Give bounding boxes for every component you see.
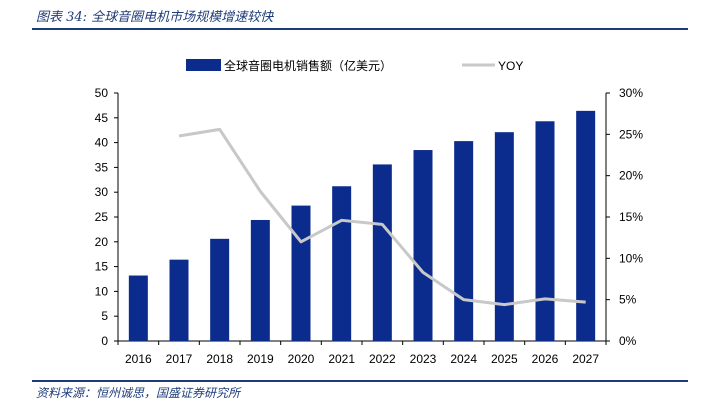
bar [332,186,352,341]
x-axis-tick-label: 2026 [532,352,559,366]
left-axis-tick-label: 20 [95,235,109,249]
left-axis-tick-label: 0 [101,334,108,348]
x-axis-tick-label: 2025 [491,352,518,366]
left-axis-tick-label: 10 [95,284,109,298]
bar [291,205,311,341]
title-rule [32,28,688,30]
legend: 全球音圈电机销售额（亿美元） YOY [186,58,523,73]
x-axis-tick-label: 2018 [206,352,233,366]
legend-bar-label: 全球音圈电机销售额（亿美元） [224,58,392,73]
left-axis-tick-label: 40 [95,136,109,150]
x-axis-tick-label: 2022 [369,352,396,366]
x-axis-tick-label: 2027 [572,352,599,366]
legend-line-label: YOY [498,59,523,73]
x-axis-tick-label: 2016 [125,352,152,366]
plot-area: 051015202530354045500%5%10%15%20%25%30%2… [95,86,644,366]
bar [454,141,474,341]
right-axis-tick-label: 15% [619,210,643,224]
x-axis-tick-label: 2019 [247,352,274,366]
x-axis-tick-label: 2024 [450,352,477,366]
left-axis-tick-label: 50 [95,86,109,100]
source-note: 资料来源：恒州诚思，国盛证券研究所 [36,386,241,400]
right-axis-tick-label: 25% [619,127,643,141]
right-axis-tick-label: 5% [619,293,637,307]
x-axis-tick-label: 2021 [328,352,355,366]
left-axis-tick-label: 15 [95,260,109,274]
bar [413,150,433,341]
left-axis-tick-label: 35 [95,160,109,174]
bar [494,132,514,341]
left-axis-tick-label: 45 [95,111,109,125]
right-axis-tick-label: 10% [619,251,643,265]
source-rule [32,380,688,382]
left-axis-tick-label: 5 [101,309,108,323]
x-axis-tick-label: 2023 [410,352,437,366]
right-axis-tick-label: 30% [619,86,643,100]
bar [128,275,148,341]
bar [576,110,596,341]
bar [210,238,230,341]
bar [250,219,270,341]
right-axis-tick-label: 0% [619,334,637,348]
bar [535,121,555,341]
bar [169,259,189,341]
left-axis-tick-label: 25 [95,210,109,224]
left-axis-tick-label: 30 [95,185,109,199]
yoy-line [178,127,586,307]
bar [372,164,392,341]
figure-title: 图表 34: 全球音圈电机市场规模增速较快 [36,10,274,25]
legend-bar-swatch [186,59,221,71]
x-axis-tick-label: 2020 [288,352,315,366]
x-axis-tick-label: 2017 [166,352,193,366]
right-axis-tick-label: 20% [619,169,643,183]
